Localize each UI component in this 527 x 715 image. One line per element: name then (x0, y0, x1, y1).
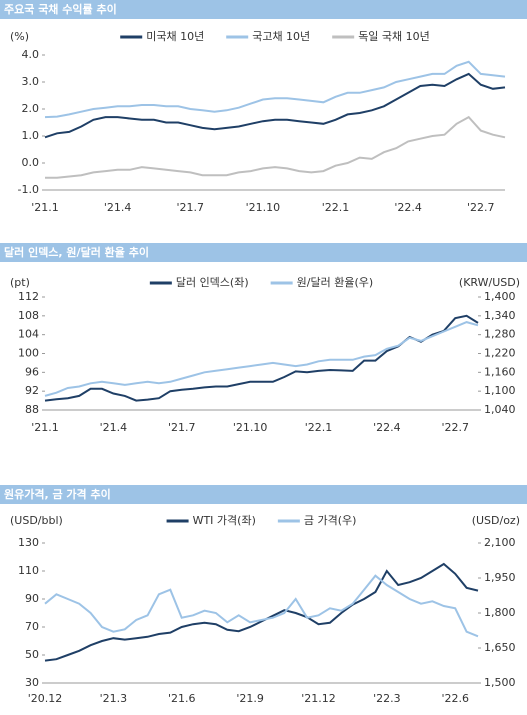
y-tick-label: -1.0 (18, 183, 39, 196)
y-tick-label: 30 (25, 676, 39, 689)
data-line (44, 574, 479, 638)
y2-axis-unit: (KRW/USD) (459, 276, 520, 289)
x-tick-label: '22.7 (467, 201, 495, 214)
panel-title: 원유가격, 금 가격 추이 (4, 487, 111, 501)
y2-tick-label: 1,650 (484, 641, 516, 654)
x-tick-label: '22.6 (441, 692, 469, 705)
y2-tick-label: 1,160 (484, 365, 516, 378)
x-tick-label: '22.7 (441, 421, 469, 434)
y-tick-label: 2.0 (22, 102, 40, 115)
y-tick-label: 100 (18, 347, 39, 360)
y2-tick-label: 2,100 (484, 536, 516, 549)
y2-tick-label: 1,220 (484, 347, 516, 360)
y2-tick-label: 1,500 (484, 676, 516, 689)
y-tick-label: 50 (25, 648, 39, 661)
y2-tick-label: 1,280 (484, 328, 516, 341)
legend-label: 원/달러 환율(우) (297, 276, 374, 289)
y-tick-label: 104 (18, 328, 39, 341)
x-tick-label: '22.4 (394, 201, 422, 214)
x-tick-label: '21.1 (31, 421, 59, 434)
y-tick-label: 110 (18, 564, 39, 577)
panel-header (0, 0, 527, 19)
y-axis-unit: (USD/bbl) (10, 514, 63, 527)
y2-tick-label: 1,400 (484, 290, 516, 303)
data-line (44, 562, 479, 662)
y-tick-label: 0.0 (22, 156, 40, 169)
x-tick-label: '20.12 (28, 692, 63, 705)
y-tick-label: 130 (18, 536, 39, 549)
x-tick-label: '22.1 (322, 201, 350, 214)
panel-title: 주요국 국채 수익률 추이 (4, 2, 117, 16)
y-tick-label: 108 (18, 309, 39, 322)
x-tick-label: '22.1 (305, 421, 333, 434)
y-tick-label: 3.0 (22, 75, 40, 88)
legend-label: 금 가격(우) (304, 514, 357, 527)
y-tick-label: 1.0 (22, 129, 40, 142)
y-tick-label: 88 (25, 403, 39, 416)
y2-tick-label: 1,800 (484, 606, 516, 619)
panel-header (0, 243, 527, 262)
x-tick-label: '21.1 (31, 201, 59, 214)
x-tick-label: '21.10 (233, 421, 268, 434)
y2-tick-label: 1,100 (484, 384, 516, 397)
legend-label: 독일 국채 10년 (358, 29, 430, 43)
legend-label: 미국채 10년 (146, 30, 204, 43)
legend-label: 달러 인덱스(좌) (176, 276, 249, 289)
y2-tick-label: 1,040 (484, 403, 516, 416)
data-line (44, 60, 506, 119)
data-line (44, 314, 479, 402)
data-line (44, 321, 479, 397)
panel-header (0, 485, 527, 504)
x-tick-label: '21.7 (168, 421, 196, 434)
y-axis-unit: (%) (10, 30, 29, 43)
x-tick-label: '22.4 (373, 421, 401, 434)
data-line (45, 115, 506, 179)
y-tick-label: 4.0 (22, 48, 40, 61)
x-tick-label: '21.6 (168, 692, 196, 705)
y2-axis-unit: (USD/oz) (472, 514, 520, 527)
legend-label: WTI 가격(좌) (193, 514, 256, 527)
x-tick-label: '21.7 (176, 201, 204, 214)
y-tick-label: 70 (25, 620, 39, 633)
y-tick-label: 90 (25, 592, 39, 605)
data-line (44, 72, 506, 139)
y-axis-unit: (pt) (10, 276, 30, 289)
legend-label: 국고채 10년 (252, 30, 310, 43)
x-tick-label: '21.4 (104, 201, 132, 214)
y2-tick-label: 1,340 (484, 309, 516, 322)
x-tick-label: '21.3 (100, 692, 128, 705)
y-tick-label: 112 (18, 290, 39, 303)
x-tick-label: '21.10 (246, 201, 281, 214)
x-tick-label: '21.12 (301, 692, 336, 705)
panel-title: 달러 인덱스, 원/달러 환율 추이 (4, 245, 149, 259)
x-tick-label: '21.9 (236, 692, 264, 705)
y-tick-label: 92 (25, 384, 39, 397)
x-tick-label: '22.3 (373, 692, 401, 705)
x-tick-label: '21.4 (100, 421, 128, 434)
y2-tick-label: 1,950 (484, 571, 516, 584)
y-tick-label: 96 (25, 365, 39, 378)
